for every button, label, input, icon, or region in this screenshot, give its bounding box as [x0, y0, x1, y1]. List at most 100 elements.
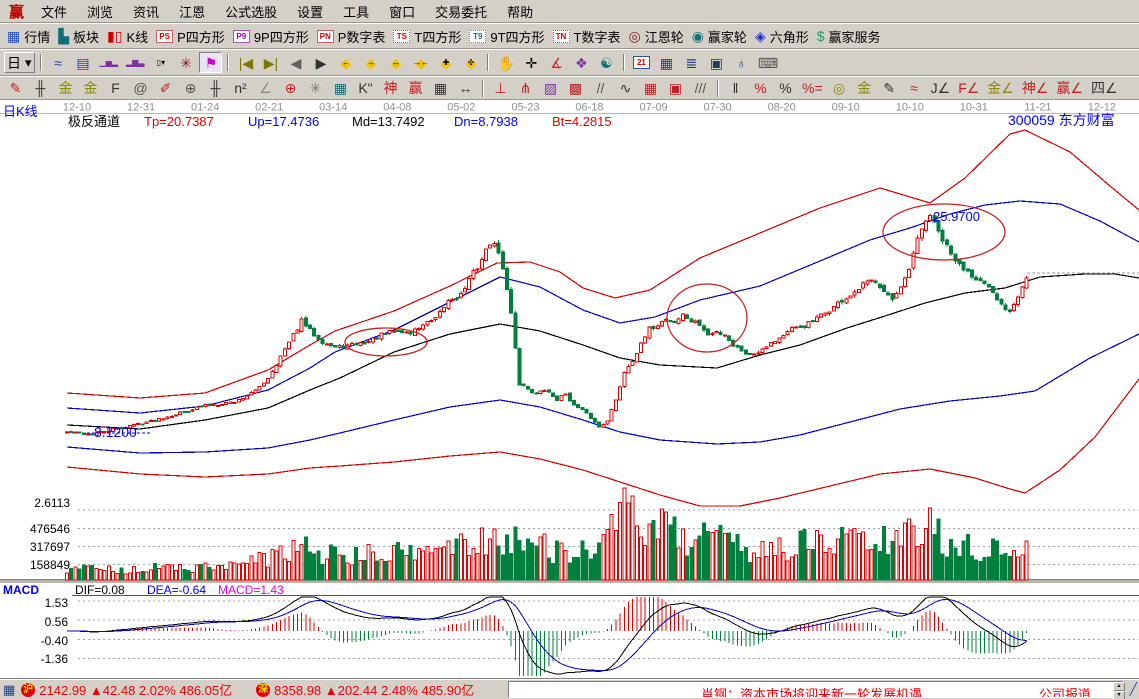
calculator-button[interactable]: ▦ [655, 52, 678, 73]
t-square-button[interactable]: TS T四方形 [390, 26, 464, 47]
nav-last-button[interactable]: ▶| [259, 52, 282, 73]
scroll-up-icon[interactable]: ▲ [1113, 682, 1125, 691]
f-grid-button[interactable]: F [104, 78, 127, 99]
grid-box-button[interactable]: ▣ [664, 78, 687, 99]
grid-comb-button[interactable]: ╫ [29, 78, 52, 99]
band-wave-button[interactable]: ≈ [903, 78, 926, 99]
period-day-button[interactable]: 日 ▾ [4, 52, 35, 73]
pencil-2-button[interactable]: ✎ [878, 78, 901, 99]
menu-item-file[interactable]: 文件 [41, 4, 68, 20]
slant-lines-button[interactable]: // [589, 78, 612, 99]
gann-wheel-button[interactable]: ◎ 江恩轮 [625, 26, 686, 47]
f-angle-button[interactable]: F∠ [955, 78, 982, 99]
nav-first-button[interactable]: |◀ [234, 52, 257, 73]
pattern-button[interactable]: ✳ [174, 52, 197, 73]
multi-slant-button[interactable]: /// [689, 78, 712, 99]
crosshair-button[interactable]: ✛ [520, 52, 543, 73]
gold-grid-2-button[interactable]: 金 [79, 78, 102, 99]
angle-tool-button[interactable]: ∠ [254, 78, 277, 99]
t-square-tool-button[interactable]: ⊥ [489, 78, 512, 99]
dial-button[interactable]: ⊕ [179, 78, 202, 99]
protractor-button[interactable]: ∡ [545, 52, 568, 73]
wave-lines-button[interactable]: ∿ [614, 78, 637, 99]
hexagon-button[interactable]: ◈ 六角形 [752, 26, 812, 47]
gold-lines-button[interactable]: 金 [853, 78, 876, 99]
hand-button[interactable]: ✋ [494, 52, 517, 73]
menu-item-formula-pick[interactable]: 公式选股 [225, 4, 278, 20]
shape-tool-button[interactable]: ❖ [570, 52, 593, 73]
nav-next-button[interactable]: ▶ [309, 52, 332, 73]
fan-box-button[interactable]: ▨ [539, 78, 562, 99]
expand-all-button[interactable]: ◆ ✚ [434, 52, 457, 73]
j-angle-button[interactable]: J∠ [928, 78, 954, 99]
candle-style-button[interactable]: ▯▾ [149, 52, 172, 73]
winner-wheel-button[interactable]: ◉ 赢家轮 [689, 26, 750, 47]
square-web-button[interactable]: ▦ [329, 78, 352, 99]
scroll-down-icon[interactable]: ▼ [1113, 691, 1125, 699]
shen-angle-button[interactable]: 神∠ [1019, 78, 1052, 99]
comb-2-button[interactable]: ╫ [204, 78, 227, 99]
bars-3-button[interactable]: ▁▅▂ [97, 52, 121, 73]
nav-prev-button[interactable]: ◀ [284, 52, 307, 73]
n2-grid-button[interactable]: n² [229, 78, 252, 99]
gold-angle-button[interactable]: 金∠ [984, 78, 1017, 99]
menu-item-trade[interactable]: 交易委托 [435, 4, 488, 20]
9p-square-button[interactable]: P9 9P四方形 [230, 26, 312, 47]
shift-left-button[interactable]: ◆ ← [334, 52, 357, 73]
menu-item-window[interactable]: 窗口 [389, 4, 416, 20]
calendar-button[interactable]: 21 [630, 52, 653, 73]
menu-item-help[interactable]: 帮助 [507, 4, 534, 20]
sectors-button[interactable]: ▙ 板块 [55, 26, 102, 47]
save-button[interactable]: ▣ [705, 52, 728, 73]
pencil-button[interactable]: ✎ [4, 78, 27, 99]
brain-tool-button[interactable]: ☯ [595, 52, 618, 73]
menu-item-gann[interactable]: 江恩 [179, 4, 206, 20]
kline-button[interactable]: ▮▯ K线 [104, 26, 151, 47]
pct-button[interactable]: % [774, 78, 797, 99]
k-note-button[interactable]: K" [354, 78, 377, 99]
news-ticker[interactable]: 肖钢：资本市场将迎来新一轮发展机遇 公司报道 产业情报 [508, 681, 1124, 698]
wave-tool-button[interactable]: ≈ [47, 52, 70, 73]
ticker-scroll-buttons[interactable]: ▲ ▼ [1113, 682, 1125, 699]
gold-grid-button[interactable]: 金 [54, 78, 77, 99]
spider-web-button[interactable]: ✳ [304, 78, 327, 99]
expand-h-button[interactable]: ◆ ↔ [384, 52, 407, 73]
winner-service-button[interactable]: $ 赢家服务 [814, 26, 884, 47]
p-number-table-button[interactable]: PN P数字表 [314, 26, 389, 47]
chart-canvas[interactable]: 12-10 12-31 01-24 02-21 03-14 04-08 05-02 05-23… [0, 100, 1139, 679]
menu-item-tools[interactable]: 工具 [343, 4, 370, 20]
trend-pct-button[interactable]: % [749, 78, 772, 99]
circle-cross-button[interactable]: ⊕ [279, 78, 302, 99]
pct-line-button[interactable]: %= [799, 78, 826, 99]
quote-grid-icon[interactable]: ▦ [3, 681, 16, 697]
menu-item-settings[interactable]: 设置 [297, 4, 324, 20]
spiral-button[interactable]: @ [129, 78, 152, 99]
ying-angle-button[interactable]: 赢∠ [1053, 78, 1086, 99]
web-service-button[interactable]: ♁ [730, 52, 753, 73]
menu-item-browse[interactable]: 浏览 [87, 4, 114, 20]
bars-9-button[interactable]: ▂▆▃ [123, 52, 147, 73]
t-number-table-button[interactable]: TN T数字表 [550, 26, 624, 47]
number-grid-button[interactable]: ▦ [429, 78, 452, 99]
pencil-chart-button[interactable]: ✐ [154, 78, 177, 99]
fan-lines-button[interactable]: ⋔ [514, 78, 537, 99]
menu-item-news[interactable]: 资讯 [133, 4, 160, 20]
notes-button[interactable]: ≣ [680, 52, 703, 73]
box-fan-button[interactable]: ▩ [564, 78, 587, 99]
p-square-button[interactable]: PS P四方形 [153, 26, 228, 47]
gold-ring-button[interactable]: ◎ [828, 78, 851, 99]
compress-h-button[interactable]: ◆ →← [409, 52, 432, 73]
9t-square-button[interactable]: T9 9T四方形 [466, 26, 547, 47]
shen-grid-button[interactable]: 神 [379, 78, 402, 99]
news-headline[interactable]: 肖钢：资本市场将迎来新一轮发展机遇 [701, 687, 923, 698]
four-angle-button[interactable]: 四∠ [1088, 78, 1121, 99]
grid-red-button[interactable]: ▦ [639, 78, 662, 99]
news-link-company[interactable]: 公司报道 [1039, 687, 1092, 698]
compress-all-button[interactable]: ◆ ✣ [459, 52, 482, 73]
flag-button[interactable]: ⚑ [199, 52, 223, 73]
span-arrow-button[interactable]: ↔ [454, 78, 477, 99]
report-button[interactable]: ▤ [72, 52, 95, 73]
remote-button[interactable]: ⌨ [755, 52, 781, 73]
ying-grid-button[interactable]: 赢 [404, 78, 427, 99]
price-scale-button[interactable]: ‖ [724, 78, 747, 99]
